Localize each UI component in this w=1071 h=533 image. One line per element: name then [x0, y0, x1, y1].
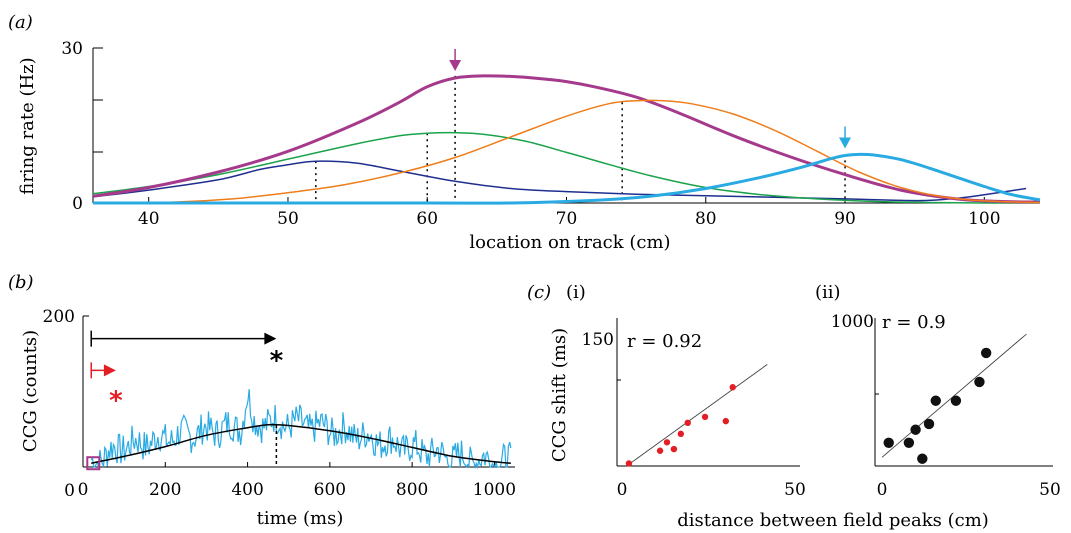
panel-b-label: (b): [8, 272, 34, 293]
panel-a-xtick-label: 80: [695, 209, 717, 229]
panel-b-smoothed-ccg: [91, 423, 511, 464]
panel-a-series-3: [92, 99, 1041, 204]
panel-c-i-point: [625, 460, 633, 467]
panel-b-xtick-label: 400: [231, 480, 263, 500]
panel-a-label: (a): [8, 12, 33, 33]
panel-c-i-ytick-label: 150: [582, 330, 614, 350]
panel-c-i-point: [670, 445, 678, 453]
panel-c-ii-point: [974, 376, 985, 388]
panel-c-i-point: [684, 419, 691, 427]
panel-b-arrow-1-head: [103, 364, 116, 377]
panel-b-xtick-label: 1000: [473, 480, 516, 500]
panel-a-arrow-0-head: [449, 59, 462, 71]
panel-b-ytick-label: 200: [43, 307, 75, 327]
panel-c-ii-point: [923, 418, 935, 430]
panel-c-i-point: [656, 447, 664, 454]
panel-c-i-fit-line: [628, 364, 768, 465]
panel-c-i-ylabel: CCG shift (ms): [549, 328, 570, 462]
panel-b-origin-label: 0: [64, 481, 75, 501]
panel-c-ii-point: [930, 395, 941, 406]
panel-c-i-label: (i): [566, 282, 586, 303]
panel-c-ii-label: (ii): [815, 282, 841, 303]
panel-a-xtick-label: 100: [968, 209, 1000, 229]
panel-a-xtick-label: 90: [834, 209, 856, 229]
panel-a-xtick-label: 70: [556, 209, 578, 229]
panel-a-series-2: [92, 74, 1041, 204]
panel-c-i-point: [729, 384, 736, 391]
panel-b-xtick-label: 200: [149, 480, 181, 500]
panel-c-i-point: [701, 413, 709, 421]
panel-c-i-r-annotation: r = 0.92: [627, 331, 702, 352]
panel-c-ii-point: [950, 395, 962, 406]
panel-c-label: (c): [527, 282, 551, 303]
panel-c-ii-point: [917, 453, 928, 464]
panel-b-star-0: *: [270, 346, 284, 376]
panel-c-ii-xtick-label: 0: [877, 480, 888, 500]
panel-c-ii-ytick-label: 1000: [831, 312, 874, 332]
panel-b-arrow-0-head: [264, 332, 277, 345]
panel-a-ytick-label: 0: [72, 194, 83, 214]
panel-c-ii-plot: 0 50 1000 r = 0.9: [831, 312, 1061, 500]
panel-a-ytick-label: 30: [61, 39, 83, 59]
panel-b-xtick-label: 800: [396, 480, 428, 500]
panel-c-i-point: [663, 439, 671, 446]
panel-b-ccg-trace: [90, 389, 512, 470]
panel-c-i-plot: CCG shift (ms) 0 50 150 r = 0.92: [549, 318, 806, 500]
panel-c-i-point: [722, 417, 729, 425]
panel-a-xtick-label: 40: [138, 209, 160, 229]
panel-a-series-4: [93, 152, 1041, 205]
panel-c-ii-point: [980, 347, 992, 359]
panel-c-ii-point: [883, 437, 894, 448]
panel-c-ii-point: [910, 424, 921, 435]
panel-c-ii-point: [903, 437, 915, 448]
panel-a-xlabel: location on track (cm): [469, 232, 670, 253]
panel-c-i-point: [677, 430, 685, 438]
panel-c-shared-xlabel: distance between field peaks (cm): [677, 510, 989, 531]
panel-c-i-xtick-label: 50: [784, 480, 806, 500]
panel-b-xtick-label: 0: [78, 480, 89, 500]
panel-a-arrow-1-head: [839, 137, 852, 149]
panel-b-xlabel: time (ms): [257, 508, 344, 529]
panel-a-series-1: [92, 131, 1041, 204]
panel-a-xtick-label: 60: [416, 209, 438, 229]
panel-a-series-0: [92, 160, 1027, 202]
panel-c-ii-fit-line: [881, 333, 1027, 458]
panel-c-i-xtick-label: 0: [617, 480, 628, 500]
panel-b-xtick-label: 600: [314, 480, 346, 500]
panel-c-ii-r-annotation: r = 0.9: [882, 312, 946, 333]
panel-b-ylabel: CCG (counts): [20, 330, 41, 452]
panel-a-xtick-label: 50: [277, 209, 299, 229]
panel-a-plot: firing rate (Hz) location on track (cm) …: [17, 39, 1041, 253]
panel-b-plot: CCG (counts) time (ms) 0 200 400 600 800 1000…: [20, 307, 516, 529]
panel-a-ylabel: firing rate (Hz): [17, 57, 38, 194]
panel-b-start-marker: [86, 456, 101, 471]
panel-c-ii-xtick-label: 50: [1039, 480, 1061, 500]
panel-b-star-1: *: [109, 386, 123, 416]
